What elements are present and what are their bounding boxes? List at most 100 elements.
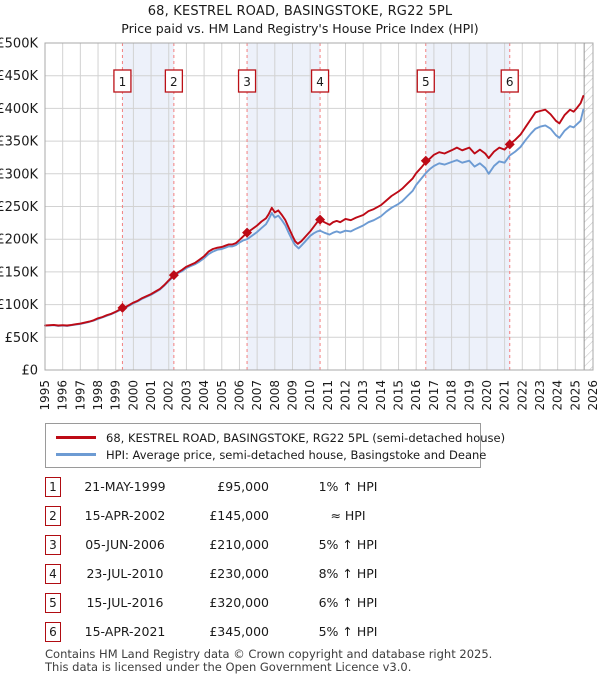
x-tick-label: 2003 xyxy=(179,380,193,411)
copyright-line-1: Contains HM Land Registry data © Crown c… xyxy=(45,647,493,661)
hpi-comparison: ≈ HPI xyxy=(330,508,366,523)
x-tick-label: 1996 xyxy=(56,380,70,411)
hpi-comparison: 5% ↑ HPI xyxy=(318,537,378,552)
x-tick-label: 2010 xyxy=(303,380,317,411)
sale-date: 15-JUL-2016 xyxy=(86,595,164,610)
x-tick-label: 2007 xyxy=(250,380,264,411)
x-tick-label: 2026 xyxy=(586,380,600,411)
row-number-badge: 2 xyxy=(45,505,61,526)
page-title: 68, KESTREL ROAD, BASINGSTOKE, RG22 5PL xyxy=(147,4,453,19)
row-number-badge: 3 xyxy=(45,534,61,555)
sale-point-marker xyxy=(242,227,253,238)
x-tick-label: 2009 xyxy=(285,380,299,411)
y-tick-label: £350K xyxy=(0,135,38,150)
hpi-comparison: 8% ↑ HPI xyxy=(318,566,378,581)
y-tick-label: £200K xyxy=(0,233,38,248)
svg-text:3: 3 xyxy=(243,75,251,89)
x-tick-label: 2020 xyxy=(480,380,494,411)
x-tick-label: 2019 xyxy=(462,380,476,411)
sale-date: 15-APR-2021 xyxy=(84,624,166,639)
sale-point-marker xyxy=(504,139,515,150)
row-number-badge: 1 xyxy=(45,476,61,497)
x-tick-label: 2017 xyxy=(427,380,441,411)
sale-price: £345,000 xyxy=(209,624,269,639)
row-number-badge: 4 xyxy=(45,563,61,584)
x-tick-label: 1998 xyxy=(91,380,105,411)
y-tick-label: £450K xyxy=(0,69,38,84)
sale-flag-1: 1 xyxy=(113,69,132,93)
price-chart: 1 2 3 4 5 6 £0 £50K £100K £150K £200K £250K £300K £35… xyxy=(0,37,600,411)
x-tick-label: 2021 xyxy=(498,380,512,411)
sale-price: £210,000 xyxy=(209,537,269,552)
table-row: 2 15-APR-2002 £145,000 ≈ HPI xyxy=(45,501,525,530)
sale-date: 23-JUL-2010 xyxy=(86,566,164,581)
sales-table: 1 21-MAY-1999 £95,000 1% ↑ HPI 2 15-APR-… xyxy=(45,472,525,646)
y-tick-label: £400K xyxy=(0,102,38,117)
y-tick-label: £150K xyxy=(0,265,38,280)
page-subtitle: Price paid vs. HM Land Registry's House … xyxy=(121,21,479,36)
x-tick-label: 2016 xyxy=(409,380,423,411)
x-tick-label: 2004 xyxy=(197,380,211,411)
future-hatch-region xyxy=(584,43,593,370)
sale-point-marker xyxy=(315,214,326,225)
x-tick-label: 2025 xyxy=(568,380,582,411)
table-row: 3 05-JUN-2006 £210,000 5% ↑ HPI xyxy=(45,530,525,559)
y-tick-label: £300K xyxy=(0,167,38,182)
x-tick-label: 1997 xyxy=(73,380,87,411)
sale-point-marker xyxy=(420,155,431,166)
price-paid-line-swatch xyxy=(56,436,96,439)
x-tick-label: 1999 xyxy=(109,380,123,411)
row-number-badge: 6 xyxy=(45,621,61,642)
svg-text:5: 5 xyxy=(422,75,430,89)
x-tick-label: 2023 xyxy=(533,380,547,411)
table-row: 6 15-APR-2021 £345,000 5% ↑ HPI xyxy=(45,617,525,646)
x-tick-label: 2001 xyxy=(144,380,158,411)
x-tick-label: 2006 xyxy=(232,380,246,411)
y-tick-label: £250K xyxy=(0,200,38,215)
legend-label-hpi: HPI: Average price, semi-detached house,… xyxy=(106,447,487,462)
legend-row-hpi: HPI: Average price, semi-detached house,… xyxy=(56,446,486,463)
x-tick-label: 2014 xyxy=(374,380,388,411)
x-tick-label: 2002 xyxy=(162,380,176,411)
svg-text:4: 4 xyxy=(316,75,324,89)
svg-text:6: 6 xyxy=(506,75,514,89)
chart-legend: 68, KESTREL ROAD, BASINGSTOKE, RG22 5PL … xyxy=(45,423,505,468)
sale-price: £145,000 xyxy=(209,508,269,523)
sale-date: 21-MAY-1999 xyxy=(84,479,166,494)
x-tick-label: 2000 xyxy=(126,380,140,411)
sale-point-marker xyxy=(117,302,128,313)
x-tick-label: 2008 xyxy=(268,380,282,411)
legend-row-price-paid: 68, KESTREL ROAD, BASINGSTOKE, RG22 5PL … xyxy=(56,429,505,446)
x-tick-label: 2013 xyxy=(356,380,370,411)
sale-price: £230,000 xyxy=(209,566,269,581)
svg-text:2: 2 xyxy=(170,75,178,89)
copyright-line-2: This data is licensed under the Open Gov… xyxy=(45,659,412,674)
table-row: 5 15-JUL-2016 £320,000 6% ↑ HPI xyxy=(45,588,525,617)
hpi-line-swatch xyxy=(56,453,96,456)
row-number-badge: 5 xyxy=(45,592,61,613)
y-tick-label: £100K xyxy=(0,298,38,313)
sale-flag-5: 5 xyxy=(416,69,435,93)
x-tick-label: 2011 xyxy=(321,380,335,411)
sale-date: 15-APR-2002 xyxy=(84,508,166,523)
table-row: 1 21-MAY-1999 £95,000 1% ↑ HPI xyxy=(45,472,525,501)
x-tick-label: 2022 xyxy=(515,380,529,411)
x-tick-label: 1995 xyxy=(38,380,52,411)
x-tick-label: 2018 xyxy=(445,380,459,411)
hpi-comparison: 5% ↑ HPI xyxy=(318,624,378,639)
table-row: 4 23-JUL-2010 £230,000 8% ↑ HPI xyxy=(45,559,525,588)
x-tick-label: 2005 xyxy=(215,380,229,411)
sale-point-marker xyxy=(168,270,179,281)
y-tick-label: £500K xyxy=(0,37,38,52)
x-tick-label: 2015 xyxy=(392,380,406,411)
sale-flag-6: 6 xyxy=(500,69,519,93)
price_paid-line xyxy=(44,95,585,327)
sale-price: £320,000 xyxy=(209,595,269,610)
x-tick-label: 2024 xyxy=(551,380,565,411)
sale-date: 05-JUN-2006 xyxy=(85,537,165,552)
sale-price: £95,000 xyxy=(217,479,269,494)
svg-text:1: 1 xyxy=(119,75,127,89)
legend-label-price-paid: 68, KESTREL ROAD, BASINGSTOKE, RG22 5PL … xyxy=(106,430,506,445)
sale-flag-3: 3 xyxy=(237,69,257,93)
